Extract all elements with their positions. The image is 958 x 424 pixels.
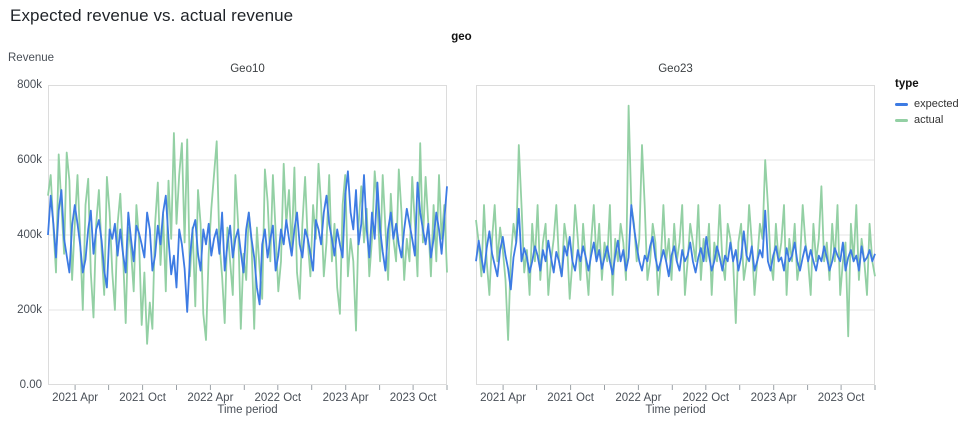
- expected-line-swatch-icon: [895, 102, 908, 106]
- y-axis-tick-label: 200k: [17, 304, 42, 316]
- x-axis-tick-label: 2023 Apr: [750, 392, 797, 404]
- legend-item-expected[interactable]: expected: [895, 96, 958, 112]
- x-axis-tick-label: 2021 Apr: [480, 392, 527, 404]
- actual-line-swatch-icon: [895, 118, 908, 122]
- legend-label-expected: expected: [914, 98, 958, 110]
- x-axis-title-geo23: Time period: [645, 404, 706, 416]
- x-axis-tick-label: 2023 Apr: [322, 392, 369, 404]
- x-axis-tick-label: 2021 Oct: [547, 392, 594, 404]
- plot-panel-geo10: 2021 Apr 2021 Oct 2022 Apr 2022 Oct 2023 Apr…: [47, 85, 448, 404]
- legend-title: type: [895, 78, 919, 90]
- plot-area-geo10: [47, 85, 448, 390]
- plot-area-geo23: [475, 85, 876, 390]
- legend-label-actual: actual: [914, 114, 944, 126]
- x-axis-tick-label: 2023 Oct: [389, 392, 437, 404]
- facet-title-geo23: Geo23: [658, 63, 693, 75]
- y-axis-title: Revenue: [8, 52, 55, 64]
- x-axis-tick-label: 2022 Oct: [682, 392, 730, 404]
- y-axis-tick-label: 400k: [17, 229, 42, 241]
- x-axis-tick-label: 2022 Apr: [615, 392, 662, 404]
- legend-item-actual[interactable]: actual: [895, 112, 958, 128]
- y-axis-tick-label: 600k: [17, 154, 42, 166]
- facet-axis-title: geo: [451, 31, 472, 43]
- chart-title: Expected revenue vs. actual revenue: [10, 6, 294, 25]
- y-axis-tick-label: 800k: [17, 79, 42, 91]
- x-axis-tick-label: 2021 Apr: [52, 392, 99, 404]
- x-axis-title-geo10: Time period: [217, 404, 278, 416]
- x-axis-tick-label: 2022 Oct: [254, 392, 302, 404]
- facet-title-geo10: Geo10: [230, 63, 265, 75]
- y-axis-ticks: 800k 600k 400k 200k 0.00: [0, 79, 42, 391]
- legend: type expected actual: [895, 78, 958, 128]
- plot-panel-geo23: 2021 Apr 2021 Oct 2022 Apr 2022 Oct 2023 Apr…: [475, 85, 876, 404]
- x-axis-tick-label: 2021 Oct: [119, 392, 166, 404]
- x-axis-tick-label: 2023 Oct: [817, 392, 865, 404]
- y-axis-tick-label: 0.00: [19, 379, 42, 391]
- x-axis-tick-label: 2022 Apr: [187, 392, 234, 404]
